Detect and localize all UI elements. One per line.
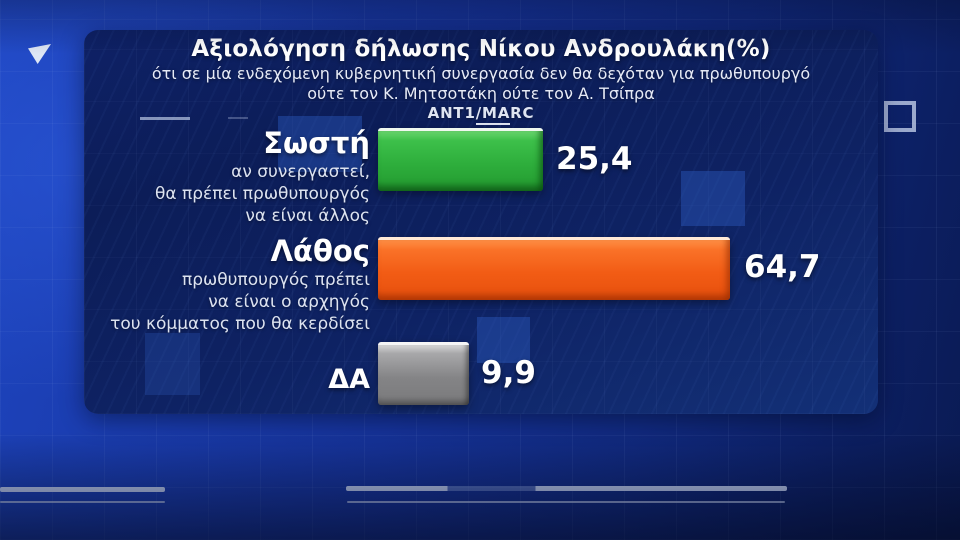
decor-square bbox=[145, 333, 200, 395]
square-outline-decor bbox=[884, 101, 916, 132]
value-da: 9,9 bbox=[481, 355, 536, 391]
value-lathos: 64,7 bbox=[744, 249, 821, 285]
category-note: αν συνεργαστεί, θα πρέπει πρωθυπουργός ν… bbox=[88, 161, 370, 227]
chart-title: Αξιολόγηση δήλωσης Νίκου Ανδρουλάκη(%) bbox=[191, 36, 771, 62]
bar-da bbox=[378, 342, 469, 405]
source-rest: RC bbox=[510, 104, 535, 122]
decor-square bbox=[477, 317, 530, 363]
bar-lathos bbox=[378, 237, 730, 300]
source-brand: ANT1 bbox=[427, 104, 476, 122]
bottom-line-decor bbox=[346, 486, 787, 491]
bottom-line-decor bbox=[347, 501, 785, 503]
category-label-da: ΔΑ bbox=[88, 366, 370, 393]
arrow-icon bbox=[28, 44, 51, 64]
chart-subtitle-line1: ότι σε μία ενδεχόμενη κυβερνητική συνεργ… bbox=[151, 64, 811, 83]
category-note-line: πρωθυπουργός πρέπει bbox=[182, 270, 370, 290]
category-note-line: αν συνεργαστεί, bbox=[231, 162, 370, 182]
category-label-lathos: Λάθος πρωθυπουργός πρέπει να είναι ο αρχ… bbox=[88, 237, 370, 335]
bottom-line-decor bbox=[0, 501, 165, 503]
category-label-sosti: Σωστή αν συνεργαστεί, θα πρέπει πρωθυπου… bbox=[88, 129, 370, 227]
dash-decor bbox=[228, 117, 248, 119]
decor-square bbox=[681, 171, 745, 226]
category-note-line: θα πρέπει πρωθυπουργός bbox=[154, 184, 370, 204]
category-name: Λάθος bbox=[270, 234, 370, 268]
category-note-line: του κόμματος που θα κερδίσει bbox=[110, 314, 370, 334]
source-label: ANT1/MARC bbox=[84, 104, 878, 125]
bar-sosti bbox=[378, 128, 543, 191]
chart-panel bbox=[84, 30, 878, 414]
category-note-line: να είναι άλλος bbox=[245, 206, 370, 226]
category-name: ΔΑ bbox=[328, 364, 370, 395]
chart-subtitle-line2: ούτε τον Κ. Μητσοτάκη ούτε τον Α. Τσίπρα bbox=[307, 84, 655, 103]
category-note-line: να είναι ο αρχηγός bbox=[208, 292, 370, 312]
decor-square bbox=[278, 116, 362, 172]
source-underlined: /MA bbox=[475, 104, 511, 125]
category-note: πρωθυπουργός πρέπει να είναι ο αρχηγός τ… bbox=[88, 269, 370, 335]
category-name: Σωστή bbox=[263, 126, 370, 160]
value-sosti: 25,4 bbox=[556, 141, 633, 177]
bottom-line-decor bbox=[0, 487, 165, 492]
dash-decor bbox=[140, 117, 190, 120]
